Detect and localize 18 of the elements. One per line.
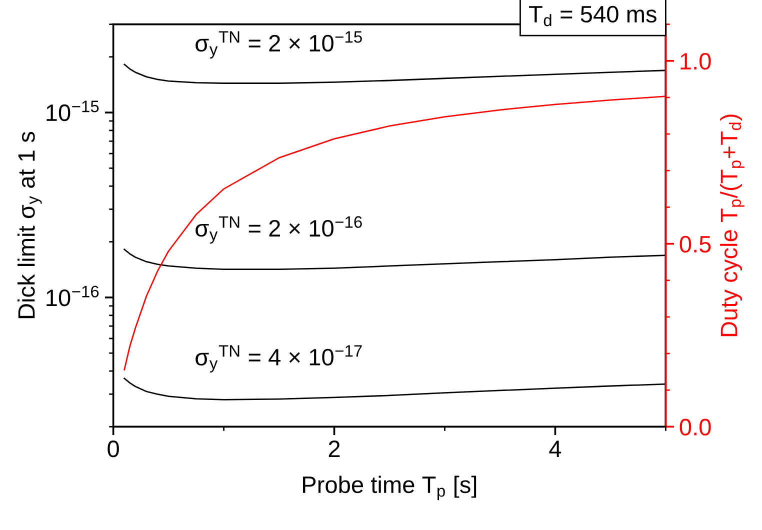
x-axis-title: Probe time T$_{p}$ [s] [303,476,476,500]
y-tick-label: 10$^{−16}$ [46,286,99,306]
y-tick-label: 10$^{−15}$ [46,100,99,122]
line-series [124,64,666,84]
x-tick-label: 4 [549,440,562,458]
y2-tick-label: 1.0 [680,52,711,70]
x-tick-label: 0 [108,440,119,458]
line-series [124,378,666,400]
y2-axis-title: Duty cycle T$_{p}$/(T$_{p}$+T$_{d}$) [720,114,744,336]
series-label: σ$_{y}$$^{TN}$ = 2 × 10$^{−16}$ [196,216,362,244]
y2-tick-label: 0.0 [680,418,711,436]
annotation: T$_{d}$ = 540 ms [529,6,656,26]
line-series [124,248,666,270]
y2-tick-label: 0.5 [680,236,711,253]
series-label: σ$_{y}$$^{TN}$ = 4 × 10$^{−17}$ [196,345,362,372]
series-label: σ$_{y}$$^{TN}$ = 2 × 10$^{−15}$ [196,31,362,59]
x-tick-label: 2 [328,440,340,458]
y-axis-title: Dick limit σ$_{y}$ at 1 s [18,132,42,318]
